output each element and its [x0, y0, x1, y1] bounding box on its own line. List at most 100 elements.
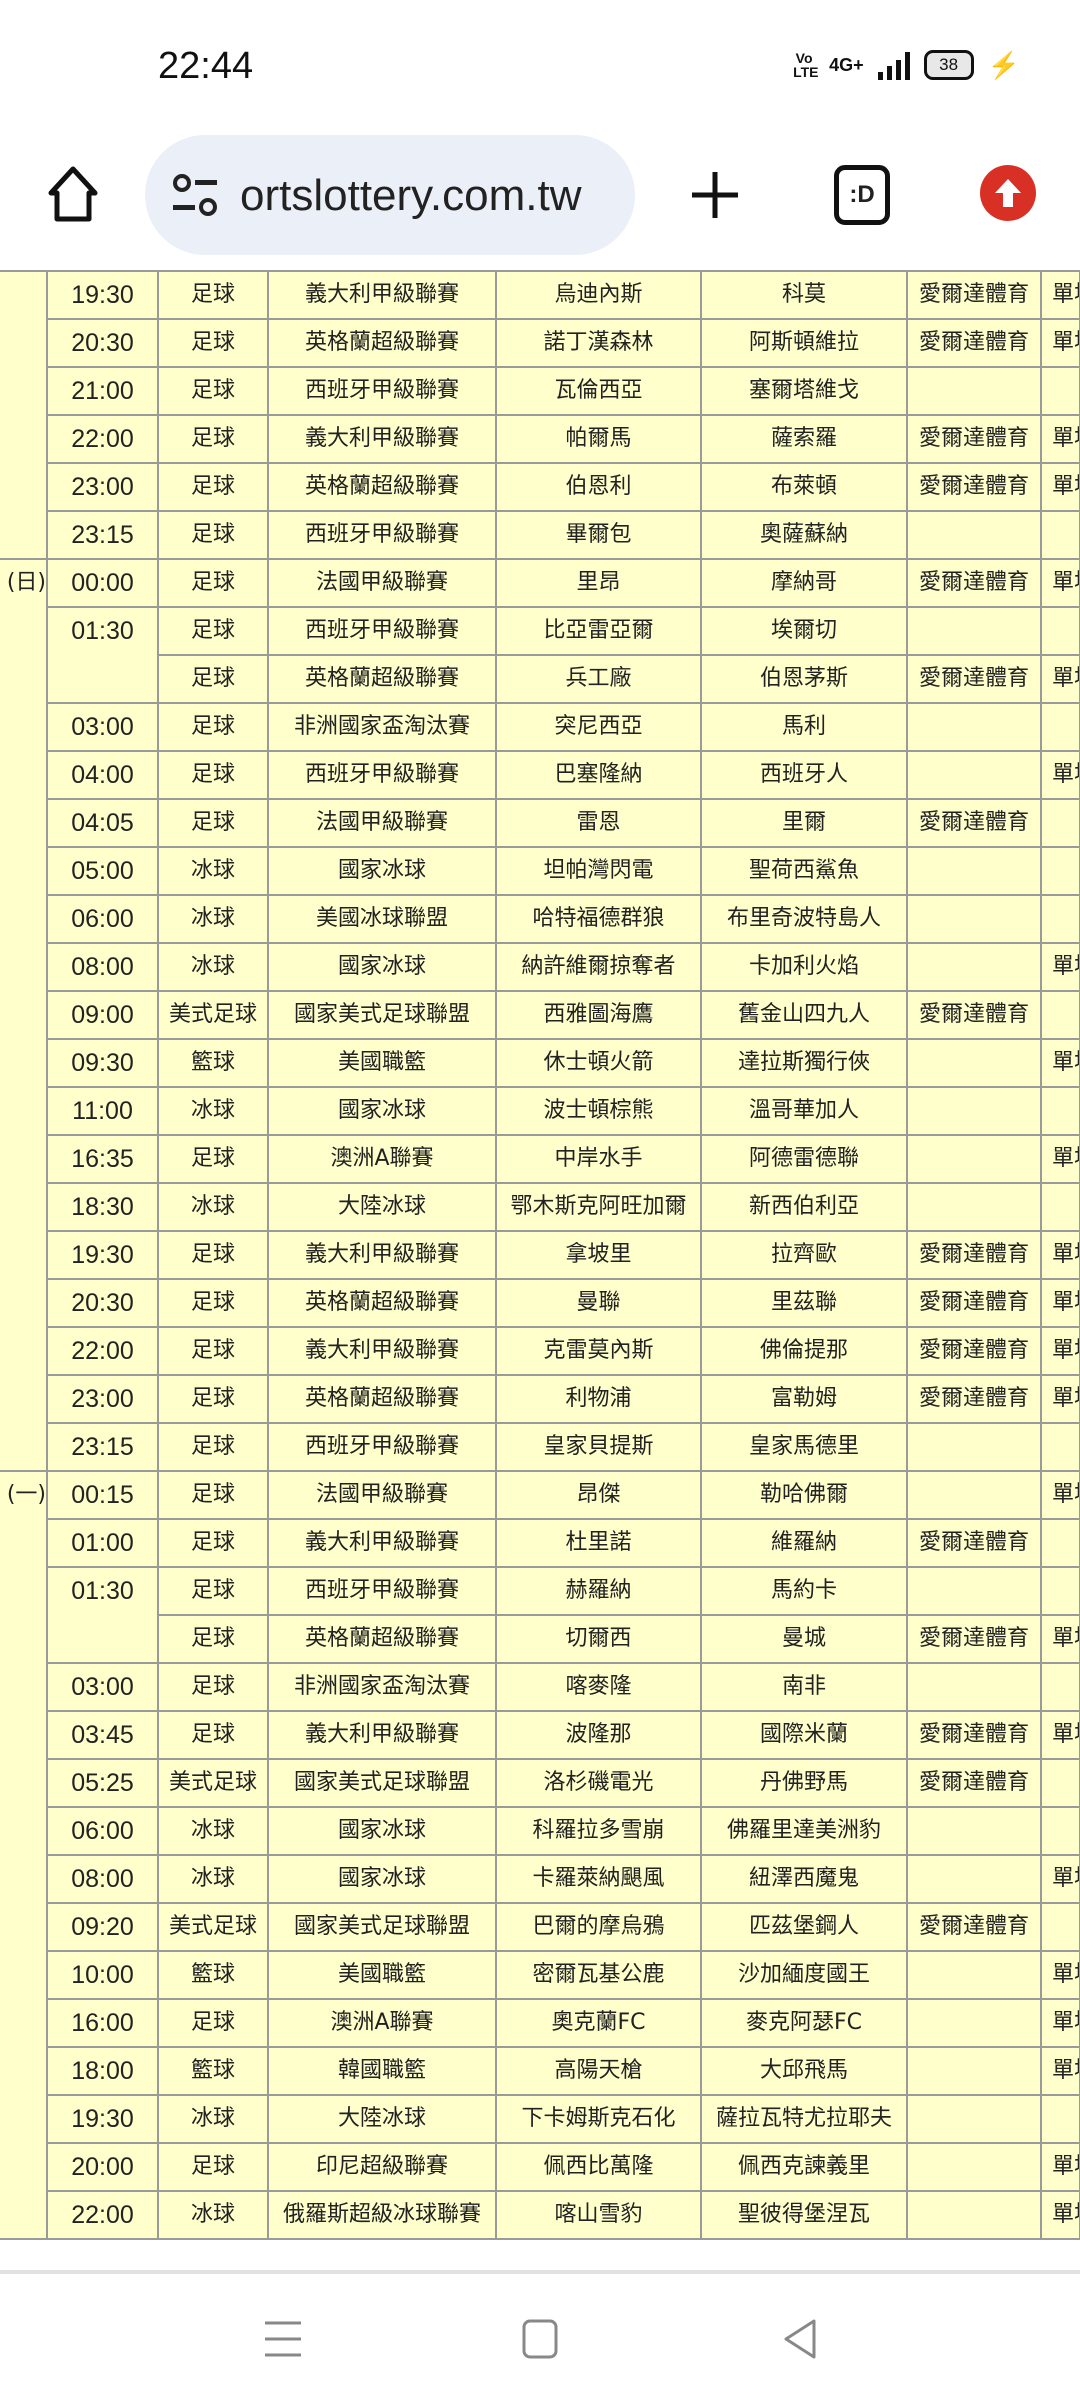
- time-cell-text: 01:00: [71, 1530, 134, 1556]
- broadcaster-cell-text: [909, 2106, 1039, 2132]
- recents-button[interactable]: [258, 2314, 308, 2364]
- home-nav-button[interactable]: [515, 2314, 565, 2364]
- single-bet-cell-text: 單場: [1052, 426, 1078, 451]
- away-team-cell-text: 聖荷西鯊魚: [748, 858, 859, 883]
- time-cell-text: 01:30: [71, 1578, 134, 1604]
- back-button[interactable]: [775, 2314, 825, 2364]
- single-bet-cell: [1040, 990, 1080, 1040]
- broadcaster-cell-text: [909, 1050, 1039, 1076]
- away-team-cell: 布里奇波特島人: [700, 894, 908, 944]
- time-cell-text: 03:00: [71, 714, 134, 740]
- sport-cell-text: 足球: [190, 666, 235, 691]
- away-team-cell-text: 摩納哥: [770, 570, 837, 595]
- away-team-cell-text: 新西伯利亞: [748, 1194, 859, 1219]
- broadcaster-cell: [906, 1182, 1042, 1232]
- league-cell-text: 西班牙甲級聯賽: [304, 1434, 459, 1459]
- home-team-cell-text: 卡羅萊納颶風: [532, 1866, 665, 1891]
- league-cell-text: 義大利甲級聯賽: [304, 1722, 459, 1747]
- site-settings-icon: [173, 174, 217, 216]
- table-row: 09:00 美式足球 國家美式足球聯盟 西雅圖海鷹 舊金山四九人 愛爾達體育: [0, 990, 1080, 1040]
- single-bet-cell: [1040, 1086, 1080, 1136]
- update-button[interactable]: [980, 165, 1036, 221]
- home-team-cell-text: 洛杉磯電光: [543, 1770, 654, 1795]
- time-cell: 05:00: [46, 846, 159, 896]
- table-row: 22:00 足球 義大利甲級聯賽 克雷莫內斯 佛倫提那 愛爾達體育單場: [0, 1326, 1080, 1376]
- league-cell-text: 英格蘭超級聯賽: [304, 474, 459, 499]
- away-team-cell: 塞爾塔維戈: [700, 366, 908, 416]
- tab-switcher-button[interactable]: :D: [832, 165, 892, 225]
- time-cell: 23:00: [46, 1374, 159, 1424]
- table-row: 16:35 足球 澳洲A聯賽 中岸水手 阿德雷德聯 單場: [0, 1134, 1080, 1184]
- league-cell: 西班牙甲級聯賽: [267, 1422, 497, 1472]
- home-team-cell-text: 波士頓棕熊: [543, 1098, 654, 1123]
- single-bet-cell-text: 單場: [1052, 2202, 1078, 2227]
- schedule-table-container[interactable]: 19:30足球義大利甲級聯賽烏迪內斯科莫愛爾達體育單場20:30足球英格蘭超級聯…: [0, 270, 1080, 2240]
- time-cell-text: 19:30: [71, 282, 134, 308]
- broadcaster-cell: [906, 1422, 1042, 1472]
- broadcaster-cell-text: [909, 1818, 1039, 1844]
- day-cell: (一): [0, 1470, 48, 2240]
- broadcaster-cell-text: [909, 378, 1039, 404]
- table-row: 03:00 足球 非洲國家盃淘汰賽 突尼西亞 馬利: [0, 702, 1080, 752]
- broadcaster-cell: [906, 2142, 1042, 2192]
- broadcaster-cell: [906, 702, 1042, 752]
- table-row: 06:00 冰球 美國冰球聯盟 哈特福德群狼 布里奇波特島人: [0, 894, 1080, 944]
- new-tab-button[interactable]: [680, 160, 750, 230]
- single-bet-cell-text: 單場: [1052, 1866, 1078, 1891]
- home-team-cell: 曼聯: [495, 1278, 702, 1328]
- single-bet-cell-text: 單場: [1052, 1146, 1078, 1171]
- home-team-cell-text: 坦帕灣閃電: [543, 858, 654, 883]
- sport-cell-text: 足球: [190, 426, 235, 451]
- single-bet-cell-text: [1052, 1914, 1078, 1940]
- menu-icon: [265, 2321, 301, 2357]
- home-team-cell-text: 休士頓火箭: [543, 1050, 654, 1075]
- single-bet-cell-text: 單場: [1052, 1962, 1078, 1987]
- table-row: 04:05 足球 法國甲級聯賽 雷恩 里爾 愛爾達體育: [0, 798, 1080, 848]
- home-team-cell-text: 里昂: [576, 570, 621, 595]
- home-team-cell: 坦帕灣閃電: [495, 846, 702, 896]
- away-team-cell: 布萊頓: [700, 462, 908, 512]
- away-team-cell-text: 布萊頓: [770, 474, 837, 499]
- home-team-cell: 休士頓火箭: [495, 1038, 702, 1088]
- home-team-cell-text: 比亞雷亞爾: [543, 618, 654, 643]
- time-cell: 11:00: [46, 1086, 159, 1136]
- league-cell: 國家冰球: [267, 942, 497, 992]
- home-team-cell-text: 曼聯: [576, 1290, 621, 1315]
- single-bet-cell: [1040, 1662, 1080, 1712]
- away-team-cell: 新西伯利亞: [700, 1182, 908, 1232]
- league-cell: 大陸冰球: [267, 1182, 497, 1232]
- league-cell-text: 義大利甲級聯賽: [304, 1530, 459, 1555]
- away-team-cell: 維羅納: [700, 1518, 908, 1568]
- away-team-cell: 勒哈佛爾: [700, 1470, 908, 1520]
- broadcaster-cell-text: 愛爾達體育: [918, 666, 1029, 691]
- time-cell: 18:00: [46, 2046, 159, 2096]
- away-team-cell-text: 紐澤西魔鬼: [748, 1866, 859, 1891]
- league-cell: 英格蘭超級聯賽: [267, 1614, 497, 1664]
- url-text[interactable]: ortslottery.com.tw: [240, 171, 582, 220]
- broadcaster-cell: [906, 606, 1042, 656]
- time-cell-text: 23:15: [71, 1434, 134, 1460]
- address-bar[interactable]: ortslottery.com.tw: [145, 135, 635, 255]
- day-cell-text: (一): [6, 1482, 46, 1507]
- table-row: 20:30 足球 英格蘭超級聯賽 曼聯 里茲聯 愛爾達體育單場: [0, 1278, 1080, 1328]
- home-icon: [48, 166, 98, 222]
- time-cell: 01:30: [46, 1566, 159, 1664]
- home-team-cell-text: 杜里諾: [565, 1530, 632, 1555]
- away-team-cell-text: 佩西克諫義里: [737, 2154, 870, 2179]
- time-cell: 22:00: [46, 1326, 159, 1376]
- sport-cell-text: 足球: [190, 1722, 235, 1747]
- tab-switcher-icon: :D: [834, 165, 890, 225]
- table-row: 08:00 冰球 國家冰球 納許維爾掠奪者 卡加利火焰 單場: [0, 942, 1080, 992]
- sport-cell-text: 足球: [190, 282, 235, 307]
- time-cell: 05:25: [46, 1758, 159, 1808]
- away-team-cell-text: 里爾: [781, 810, 826, 835]
- single-bet-cell: [1040, 2094, 1080, 2144]
- league-cell: 西班牙甲級聯賽: [267, 750, 497, 800]
- home-team-cell-text: 佩西比萬隆: [543, 2154, 654, 2179]
- table-row: 01:30 足球 西班牙甲級聯賽 赫羅納 馬約卡: [0, 1566, 1080, 1664]
- home-button[interactable]: [40, 160, 106, 230]
- home-team-cell: 突尼西亞: [495, 702, 702, 752]
- time-cell-text: 20:30: [71, 1290, 134, 1316]
- table-row: 22:00 冰球 俄羅斯超級冰球聯賽 喀山雪豹 聖彼得堡涅瓦 單場: [0, 2190, 1080, 2240]
- single-bet-cell-text: [1052, 618, 1078, 644]
